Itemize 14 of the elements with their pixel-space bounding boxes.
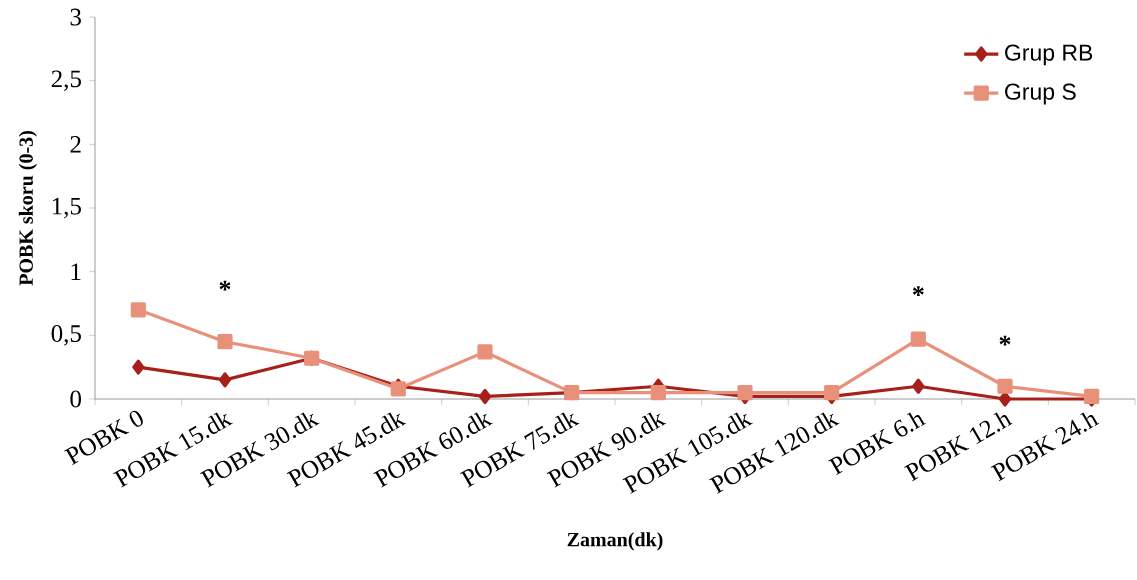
y-tick-label: 0	[70, 390, 81, 408]
legend-label: Grup RB	[1005, 44, 1093, 66]
y-tick-label: 1,5	[52, 197, 81, 219]
legend-label: Grup S	[1005, 83, 1076, 105]
annotation: *	[999, 335, 1011, 346]
y-tick-label: 1	[71, 263, 81, 280]
y-tick-label: 3	[70, 8, 81, 26]
annotation: *	[912, 286, 924, 296]
y-tick-label: 2	[70, 136, 81, 153]
y-tick-label: 2,5	[51, 70, 81, 91]
annotation: *	[219, 280, 231, 291]
y-tick-label: 0,5	[51, 325, 81, 346]
x-axis-title: Zaman(dk)	[567, 532, 663, 551]
y-axis-title: POBK skoru (0-3)	[18, 131, 37, 286]
